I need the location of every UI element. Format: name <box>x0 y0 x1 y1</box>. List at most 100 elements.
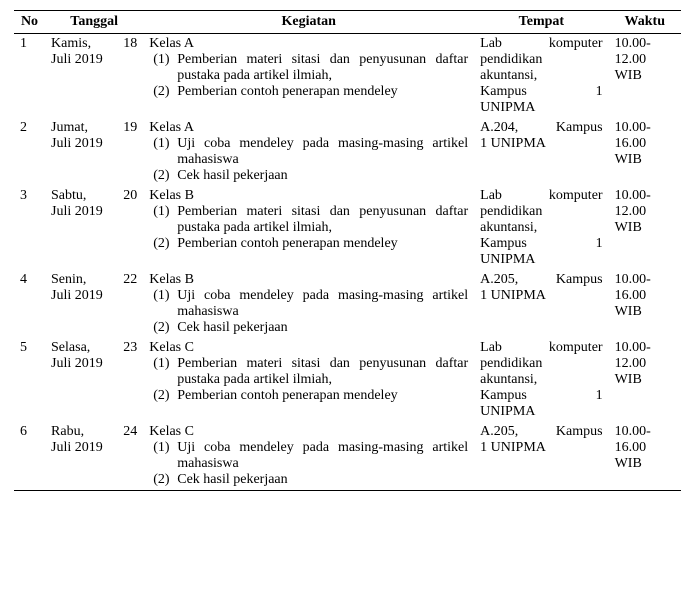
tanggal-line: Juli 2019 <box>51 440 137 456</box>
waktu-line: 10.00- <box>615 120 675 136</box>
tempat-line: UNIPMA <box>480 100 602 116</box>
kegiatan-item: (1)Uji coba mendeley pada masing-masing … <box>149 440 468 472</box>
tempat-line: 1 UNIPMA <box>480 288 602 304</box>
tempat-line: akuntansi, <box>480 372 602 388</box>
kegiatan-item-text: Cek hasil pekerjaan <box>177 320 468 336</box>
cell-tempat: A.205, Kampus1 UNIPMA <box>474 270 608 338</box>
tempat-line: pendidikan <box>480 204 602 220</box>
cell-waktu: 10.00-16.00WIB <box>609 118 681 186</box>
tempat-line: akuntansi, <box>480 220 602 236</box>
cell-kegiatan: Kelas A(1)Uji coba mendeley pada masing-… <box>143 118 474 186</box>
table-row: 6 Rabu, 24Juli 2019 Kelas C(1)Uji coba men… <box>14 422 681 491</box>
kegiatan-item: (1)Pemberian materi sitasi dan penyusuna… <box>149 204 468 236</box>
waktu-line: WIB <box>615 456 675 472</box>
cell-no: 6 <box>14 422 45 491</box>
kegiatan-item-number: (1) <box>153 52 177 68</box>
waktu-line: WIB <box>615 68 675 84</box>
header-waktu: Waktu <box>609 11 681 34</box>
waktu-line: 12.00 <box>615 52 675 68</box>
waktu-line: WIB <box>615 304 675 320</box>
waktu-line: 10.00- <box>615 340 675 356</box>
tempat-line: 1 UNIPMA <box>480 440 602 456</box>
tanggal-line: Juli 2019 <box>51 136 137 152</box>
kegiatan-class: Kelas A <box>149 36 468 52</box>
cell-tempat: A.205, Kampus1 UNIPMA <box>474 422 608 491</box>
kegiatan-class: Kelas B <box>149 272 468 288</box>
tempat-line: Kampus 1 <box>480 236 602 252</box>
tempat-line: Lab komputer <box>480 340 602 356</box>
cell-tanggal: Kamis, 18Juli 2019 <box>45 34 143 119</box>
kegiatan-item-text: Pemberian materi sitasi dan penyusunan d… <box>177 204 468 236</box>
tempat-line: A.205, Kampus <box>480 272 602 288</box>
cell-kegiatan: Kelas C(1)Uji coba mendeley pada masing-… <box>143 422 474 491</box>
kegiatan-item-number: (2) <box>153 472 177 488</box>
cell-tanggal: Jumat, 19Juli 2019 <box>45 118 143 186</box>
cell-tempat: A.204, Kampus1 UNIPMA <box>474 118 608 186</box>
cell-tempat: Lab komputerpendidikanakuntansi,Kampus 1… <box>474 34 608 119</box>
cell-tanggal: Selasa, 23Juli 2019 <box>45 338 143 422</box>
table-body: 1Kamis, 18Juli 2019Kelas A(1)Pemberian m… <box>14 34 681 491</box>
kegiatan-item-text: Pemberian contoh penerapan mendeley <box>177 388 468 404</box>
tempat-line: 1 UNIPMA <box>480 136 602 152</box>
waktu-line: 16.00 <box>615 288 675 304</box>
kegiatan-item-text: Cek hasil pekerjaan <box>177 168 468 184</box>
cell-waktu: 10.00-16.00WIB <box>609 270 681 338</box>
kegiatan-item: (2)Cek hasil pekerjaan <box>149 320 468 336</box>
cell-kegiatan: Kelas A(1)Pemberian materi sitasi dan pe… <box>143 34 474 119</box>
tanggal-line: Juli 2019 <box>51 288 137 304</box>
cell-waktu: 10.00-12.00WIB <box>609 186 681 270</box>
kegiatan-class: Kelas A <box>149 120 468 136</box>
kegiatan-item-number: (1) <box>153 356 177 372</box>
tanggal-line: Juli 2019 <box>51 356 137 372</box>
cell-tanggal: Sabtu, 20Juli 2019 <box>45 186 143 270</box>
header-kegiatan: Kegiatan <box>143 11 474 34</box>
header-tempat: Tempat <box>474 11 608 34</box>
kegiatan-item-text: Uji coba mendeley pada masing-masing art… <box>177 136 468 168</box>
cell-tanggal: Senin, 22Juli 2019 <box>45 270 143 338</box>
cell-no: 4 <box>14 270 45 338</box>
kegiatan-item-text: Uji coba mendeley pada masing-masing art… <box>177 440 468 472</box>
kegiatan-class: Kelas B <box>149 188 468 204</box>
kegiatan-item: (2)Cek hasil pekerjaan <box>149 472 468 488</box>
waktu-line: WIB <box>615 372 675 388</box>
cell-no: 2 <box>14 118 45 186</box>
kegiatan-item-text: Pemberian materi sitasi dan penyusunan d… <box>177 52 468 84</box>
cell-kegiatan: Kelas B(1)Pemberian materi sitasi dan pe… <box>143 186 474 270</box>
table-row: 1Kamis, 18Juli 2019Kelas A(1)Pemberian m… <box>14 34 681 119</box>
cell-waktu: 10.00-12.00WIB <box>609 338 681 422</box>
tempat-line: A.205, Kampus <box>480 424 602 440</box>
waktu-line: 10.00- <box>615 272 675 288</box>
kegiatan-item-number: (2) <box>153 168 177 184</box>
kegiatan-item: (2)Cek hasil pekerjaan <box>149 168 468 184</box>
kegiatan-item: (2)Pemberian contoh penerapan mendeley <box>149 84 468 100</box>
waktu-line: 12.00 <box>615 204 675 220</box>
header-no: No <box>14 11 45 34</box>
tempat-line: Kampus 1 <box>480 84 602 100</box>
tanggal-line: Jumat, 19 <box>51 120 137 136</box>
tanggal-line: Kamis, 18 <box>51 36 137 52</box>
tempat-line: UNIPMA <box>480 252 602 268</box>
waktu-line: WIB <box>615 152 675 168</box>
cell-kegiatan: Kelas B(1)Uji coba mendeley pada masing-… <box>143 270 474 338</box>
kegiatan-item: (2)Pemberian contoh penerapan mendeley <box>149 236 468 252</box>
cell-kegiatan: Kelas C(1)Pemberian materi sitasi dan pe… <box>143 338 474 422</box>
tempat-line: pendidikan <box>480 52 602 68</box>
waktu-line: 10.00- <box>615 36 675 52</box>
kegiatan-item-number: (1) <box>153 204 177 220</box>
kegiatan-item-number: (2) <box>153 236 177 252</box>
tanggal-line: Juli 2019 <box>51 204 137 220</box>
tempat-line: UNIPMA <box>480 404 602 420</box>
cell-waktu: 10.00-12.00WIB <box>609 34 681 119</box>
kegiatan-item-text: Pemberian contoh penerapan mendeley <box>177 84 468 100</box>
kegiatan-item-text: Cek hasil pekerjaan <box>177 472 468 488</box>
table-row: 2Jumat, 19Juli 2019Kelas A(1)Uji coba me… <box>14 118 681 186</box>
header-tanggal: Tanggal <box>45 11 143 34</box>
schedule-table: No Tanggal Kegiatan Tempat Waktu 1Kamis,… <box>14 10 681 491</box>
waktu-line: 10.00- <box>615 424 675 440</box>
tanggal-line: Senin, 22 <box>51 272 137 288</box>
kegiatan-item-number: (2) <box>153 84 177 100</box>
tempat-line: A.204, Kampus <box>480 120 602 136</box>
tanggal-line: Rabu, 24 <box>51 424 137 440</box>
kegiatan-item-text: Pemberian materi sitasi dan penyusunan d… <box>177 356 468 388</box>
kegiatan-item: (1)Uji coba mendeley pada masing-masing … <box>149 288 468 320</box>
